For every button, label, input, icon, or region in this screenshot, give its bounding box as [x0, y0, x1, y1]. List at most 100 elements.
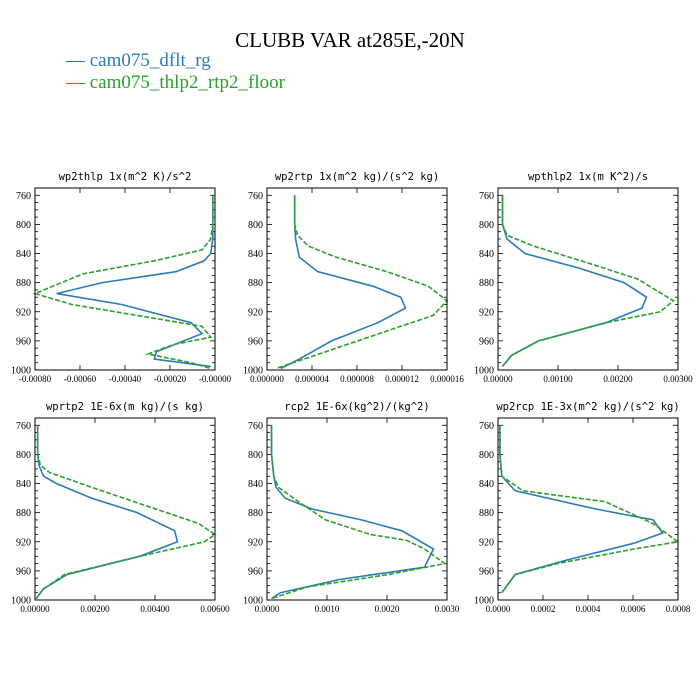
x-tick-label: 0.0010 — [315, 604, 340, 614]
plot-frame — [266, 187, 448, 371]
x-tick-label: 0.00100 — [543, 374, 573, 384]
x-tick-label: 0.00400 — [140, 604, 170, 614]
x-tick-label: 0.00000 — [483, 374, 513, 384]
legend-item-floor: — cam075_thlp2_rtp2_floor — [66, 72, 285, 93]
x-tick-label: 0.00600 — [200, 604, 230, 614]
y-tick-label: 880 — [479, 508, 494, 519]
y-tick-label: 880 — [479, 278, 494, 289]
y-tick-label: 960 — [479, 566, 494, 577]
plot-frame — [34, 187, 216, 371]
y-tick-label: 920 — [248, 537, 263, 548]
y-tick-label: 840 — [16, 249, 31, 260]
y-tick-label: 880 — [16, 508, 31, 519]
y-tick-label: 760 — [248, 191, 263, 202]
y-tick-label: 800 — [479, 450, 494, 461]
x-tick-label: 0.00200 — [603, 374, 633, 384]
y-tick-label: 840 — [479, 479, 494, 490]
x-tick-label: 0.0006 — [621, 604, 646, 614]
plot-frame — [266, 417, 448, 601]
y-tick-label: 840 — [248, 249, 263, 260]
x-tick-label: 0.000000 — [250, 374, 284, 384]
plot-frame — [497, 417, 679, 601]
y-tick-label: 920 — [479, 537, 494, 548]
y-tick-label: 960 — [248, 336, 263, 347]
panel-2: wp2rtp 1x(m^2 kg)/(s^2 kg) 760 800 840 880 92… — [243, 171, 464, 384]
plot-frame — [34, 417, 216, 601]
y-tick-label: 920 — [479, 307, 494, 318]
legend-item-dflt: — cam075_dflt_rg — [66, 50, 211, 71]
series-line-thlp2-rtp2-floor — [499, 425, 681, 594]
x-tick-label: 0.0030 — [435, 604, 460, 614]
y-tick-label: 760 — [16, 191, 31, 202]
y-tick-label: 1000 — [243, 596, 263, 607]
x-tick-label: -0.00040 — [109, 374, 142, 384]
y-tick-label: 840 — [16, 479, 31, 490]
x-tick-label: 0.0002 — [531, 604, 556, 614]
y-tick-label: 800 — [248, 220, 263, 231]
panel-title: wprtp2 1E-6x(m kg)/(s kg) — [46, 401, 204, 413]
y-tick-label: 1000 — [11, 366, 31, 377]
legend: — cam075_dflt_rg — cam075_thlp2_rtp2_flo… — [66, 50, 285, 94]
y-tick-label: 1000 — [474, 596, 494, 607]
series-line-dflt-rg — [499, 425, 664, 594]
y-tick-label: 760 — [16, 421, 31, 432]
panel-title: wp2thlp 1x(m^2 K)/s^2 — [59, 171, 192, 183]
y-tick-label: 920 — [248, 307, 263, 318]
x-tick-label: 0.0000 — [486, 604, 511, 614]
x-tick-label: 0.0004 — [576, 604, 601, 614]
y-tick-label: 800 — [479, 220, 494, 231]
y-tick-label: 800 — [248, 450, 263, 461]
panel-1: wp2thlp 1x(m^2 K)/s^2 760 800 840 880 920 960 1… — [11, 171, 232, 384]
x-tick-label: -0.00020 — [154, 374, 187, 384]
panel-title: rcp2 1E-6x(kg^2)/(kg^2) — [284, 401, 429, 413]
series-line-thlp2-rtp2-floor — [275, 195, 449, 370]
y-tick-label: 800 — [16, 220, 31, 231]
y-tick-label: 880 — [16, 278, 31, 289]
panel-3: wpthlp2 1x(m K^2)/s 760 800 840 880 920 960 100… — [474, 171, 693, 384]
series-line-thlp2-rtp2-floor — [35, 425, 217, 599]
y-tick-label: 760 — [479, 421, 494, 432]
panel-4: wprtp2 1E-6x(m kg)/(s kg) 760 800 840 880 920… — [11, 401, 230, 614]
series-line-dflt-rg — [270, 425, 435, 600]
x-tick-label: 0.000008 — [340, 374, 374, 384]
y-tick-label: 960 — [248, 566, 263, 577]
y-tick-label: 880 — [248, 508, 263, 519]
panel-5: rcp2 1E-6x(kg^2)/(kg^2) 760 800 840 880 920 96… — [243, 401, 460, 614]
x-tick-label: 0.0020 — [375, 604, 400, 614]
y-tick-label: 960 — [479, 336, 494, 347]
x-tick-label: 0.000012 — [385, 374, 419, 384]
x-tick-label: 0.000004 — [295, 374, 329, 384]
series-line-thlp2-rtp2-floor — [32, 195, 214, 370]
x-tick-label: 0.00300 — [663, 374, 693, 384]
series-line-dflt-rg — [35, 425, 179, 599]
series-line-thlp2-rtp2-floor — [501, 195, 675, 367]
y-tick-label: 840 — [479, 249, 494, 260]
x-tick-label: 0.0008 — [666, 604, 691, 614]
x-tick-label: 0.00000 — [20, 604, 50, 614]
plot-frame — [497, 187, 679, 371]
panel-6: wp2rcp 1E-3x(m^2 kg)/(s^2 kg)760 800 840 88… — [474, 401, 691, 614]
panel-title: wp2rtp 1x(m^2 kg)/(s^2 kg) — [275, 171, 439, 183]
y-tick-label: 920 — [16, 537, 31, 548]
y-tick-label: 800 — [16, 450, 31, 461]
x-tick-label: 0.000016 — [430, 374, 464, 384]
y-tick-label: 840 — [248, 479, 263, 490]
y-tick-label: 1000 — [474, 366, 494, 377]
x-tick-label: -0.00060 — [64, 374, 97, 384]
figure-title: CLUBB VAR at285E,-20N — [235, 28, 465, 52]
y-tick-label: 760 — [479, 191, 494, 202]
x-tick-label: 0.00200 — [80, 604, 110, 614]
panel-title: wpthlp2 1x(m K^2)/s — [528, 171, 648, 183]
series-line-thlp2-rtp2-floor — [270, 425, 447, 600]
y-tick-label: 960 — [16, 566, 31, 577]
y-tick-label: 960 — [16, 336, 31, 347]
x-tick-label: 0.0000 — [255, 604, 280, 614]
y-tick-label: 920 — [16, 307, 31, 318]
series-line-dflt-rg — [501, 195, 648, 367]
y-tick-label: 1000 — [11, 596, 31, 607]
series-line-dflt-rg — [280, 195, 407, 370]
y-tick-label: 1000 — [243, 366, 263, 377]
y-tick-label: 880 — [248, 278, 263, 289]
x-tick-label: -0.00000 — [199, 374, 232, 384]
